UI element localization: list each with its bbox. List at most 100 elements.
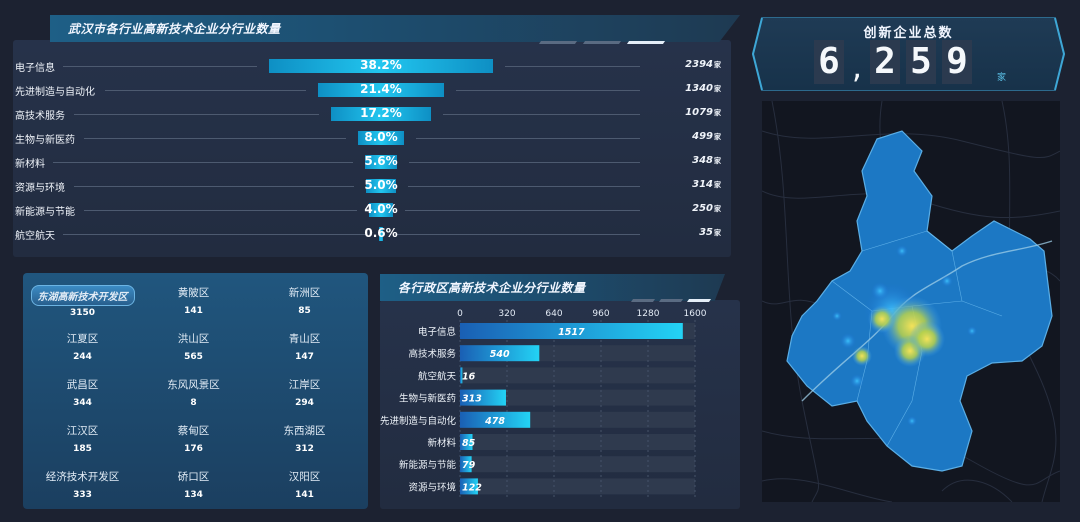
district-count: 344 (73, 398, 92, 408)
total-counter: 6 , 2 5 9 (814, 40, 972, 86)
industry-name: 新材料 (15, 159, 45, 170)
industry-bar (364, 155, 398, 169)
row-guide-line (52, 162, 353, 163)
district-item[interactable]: 汉阳区 141 (247, 469, 362, 500)
industry-count: 2394家 (685, 59, 721, 70)
industry-bar (269, 59, 493, 73)
row-guide-line (73, 114, 319, 115)
industry-bar (369, 203, 393, 217)
industry-panel-title: 武汉市各行业高新技术企业分行业数量 (68, 22, 281, 36)
data-label: 85 (462, 438, 476, 449)
district-item[interactable]: 东湖高新技术开发区 3150 (25, 285, 140, 318)
total-unit: 家 (997, 73, 1007, 83)
x-tick-label: 640 (545, 309, 562, 319)
row-guide-line (504, 66, 640, 67)
industry-row[interactable]: 生物与新医药 8.0% 499家 (13, 128, 731, 148)
district-name: 武昌区 (66, 379, 99, 391)
district-item[interactable]: 经济技术开发区 333 (25, 469, 140, 500)
bar (460, 367, 463, 384)
bar-track (460, 389, 695, 406)
bar (460, 345, 540, 362)
data-label: 79 (462, 460, 476, 471)
bar (460, 389, 506, 406)
counter-digit: 6 (814, 40, 844, 84)
row-guide-line (84, 210, 358, 211)
district-item[interactable]: 洪山区 565 (136, 331, 251, 362)
industry-bar (330, 107, 432, 121)
industry-count: 499家 (692, 131, 721, 142)
district-count: 333 (73, 490, 92, 500)
bar-track (460, 478, 695, 495)
industry-row[interactable]: 先进制造与自动化 21.4% 1340家 (13, 80, 731, 100)
industry-percent: 8.0% (364, 130, 398, 144)
industry-percent: 38.2% (360, 58, 402, 72)
industry-name: 新能源与节能 (15, 207, 75, 218)
district-item[interactable]: 江岸区 294 (247, 377, 362, 408)
panel-decoration (538, 41, 666, 44)
industry-count: 1079家 (685, 107, 721, 118)
industry-panel (13, 40, 731, 257)
row-guide-line (407, 186, 640, 187)
industry-count: 250家 (692, 203, 721, 214)
industry-row[interactable]: 航空航天 0.6% 35家 (13, 224, 731, 244)
industry-count: 314家 (692, 179, 721, 190)
industry-row[interactable]: 新材料 5.6% 348家 (13, 152, 731, 172)
counter-digit: 9 (942, 40, 972, 84)
district-name: 黄陂区 (177, 287, 210, 299)
district-name: 江夏区 (66, 333, 99, 345)
district-item[interactable]: 青山区 147 (247, 331, 362, 362)
district-item[interactable]: 新洲区 85 (247, 285, 362, 316)
district-count: 312 (295, 444, 314, 454)
bar (460, 411, 531, 428)
district-panel: 东湖高新技术开发区 3150 黄陂区 141 新洲区 85 江夏区 244 洪山区 56… (23, 273, 368, 509)
category-label: 资源与环境 (408, 481, 456, 493)
district-name: 东风风景区 (167, 379, 220, 391)
industry-name: 航空航天 (15, 231, 55, 242)
industry-row[interactable]: 高技术服务 17.2% 1079家 (13, 104, 731, 124)
industry-panel-title-band: 武汉市各行业高新技术企业分行业数量 (50, 15, 740, 42)
counter-digit: 5 (906, 40, 936, 84)
industry-percent: 5.6% (364, 154, 398, 168)
industry-count: 348家 (692, 155, 721, 166)
industry-bar (379, 227, 383, 241)
data-label: 1517 (558, 327, 585, 338)
industry-name: 资源与环境 (15, 183, 65, 194)
district-item[interactable]: 江夏区 244 (25, 331, 140, 362)
district-count: 176 (184, 444, 203, 454)
data-label: 313 (462, 394, 482, 405)
map-graphic (762, 101, 1060, 502)
row-guide-line (409, 162, 640, 163)
district-item[interactable]: 东风风景区 8 (136, 377, 251, 408)
row-guide-line (395, 234, 640, 235)
district-item[interactable]: 蔡甸区 176 (136, 423, 251, 454)
industry-bar (366, 179, 396, 193)
industry-row[interactable]: 新能源与节能 4.0% 250家 (13, 200, 731, 220)
industry-percent: 0.6% (364, 226, 398, 240)
category-label: 高技术服务 (408, 348, 456, 360)
industry-row[interactable]: 资源与环境 5.0% 314家 (13, 176, 731, 196)
district-count: 3150 (69, 308, 96, 318)
x-tick-label: 320 (498, 309, 515, 319)
horizontal-bar-chart: 0 320 640 960 1280 1600 电子信息 1517 高技术服务 540 航空航天 16… (380, 309, 707, 498)
district-item[interactable]: 江汉区 185 (25, 423, 140, 454)
row-guide-line (63, 66, 258, 67)
district-item[interactable]: 武昌区 344 (25, 377, 140, 408)
district-count: 565 (184, 352, 203, 362)
district-item[interactable]: 黄陂区 141 (136, 285, 251, 316)
district-item[interactable]: 硚口区 134 (136, 469, 251, 500)
district-name: 蔡甸区 (177, 425, 210, 437)
wuhan-heat-map[interactable] (762, 101, 1060, 502)
district-name: 汉阳区 (288, 471, 321, 483)
district-name: 江岸区 (288, 379, 321, 391)
district-item[interactable]: 东西湖区 312 (247, 423, 362, 454)
chart-panel-title-band: 各行政区高新技术企业分行业数量 (380, 274, 725, 301)
industry-row[interactable]: 电子信息 38.2% 2394家 (13, 56, 731, 76)
district-name: 新洲区 (288, 287, 321, 299)
data-label: 540 (490, 349, 510, 360)
row-guide-line (404, 210, 640, 211)
row-guide-line (63, 234, 367, 235)
industry-bar (318, 83, 444, 97)
row-guide-line (105, 90, 307, 91)
bar-track (460, 434, 695, 450)
counter-separator: , (851, 48, 863, 86)
